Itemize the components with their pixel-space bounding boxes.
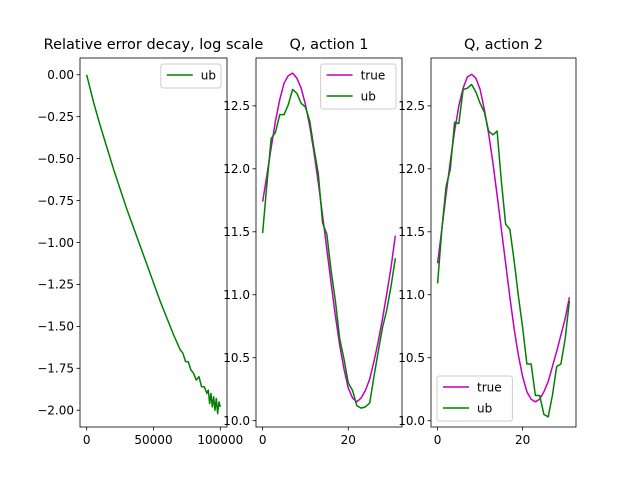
y-tick-label: 11.0 bbox=[223, 288, 250, 302]
y-tick-label: 12.5 bbox=[223, 99, 250, 113]
y-tick-label: 11.5 bbox=[398, 225, 425, 239]
series-line-ub bbox=[261, 88, 397, 409]
axes-frame bbox=[79, 57, 228, 428]
y-tick-label: 12.5 bbox=[398, 99, 425, 113]
y-tick-label: −1.00 bbox=[37, 236, 74, 250]
series-line-true bbox=[261, 72, 397, 403]
series-line-true bbox=[436, 73, 571, 403]
axes-frame bbox=[430, 57, 577, 428]
legend: ub bbox=[160, 63, 222, 89]
x-tick-label: 20 bbox=[515, 433, 530, 447]
y-tick-label: 10.5 bbox=[223, 351, 250, 365]
y-tick-label: 11.0 bbox=[398, 288, 425, 302]
chart-title: Q, action 1 bbox=[289, 37, 368, 53]
y-tick-label: 10.0 bbox=[223, 414, 250, 428]
chart-panel-1: Relative error decay, log scale 0 50000 100… bbox=[37, 37, 263, 447]
axes-frame bbox=[255, 57, 403, 428]
x-tick-label: 20 bbox=[341, 433, 356, 447]
x-tick-label: 0 bbox=[83, 433, 91, 447]
x-tick-label: 0 bbox=[259, 433, 267, 447]
x-tick-label: 0 bbox=[434, 433, 442, 447]
y-tick-label: −1.50 bbox=[37, 320, 74, 334]
legend-label: true bbox=[477, 380, 502, 394]
chart-title: Q, action 2 bbox=[464, 37, 543, 53]
series-line-ub bbox=[436, 83, 571, 418]
legend-label: true bbox=[361, 68, 386, 82]
legend-label: ub bbox=[201, 68, 216, 82]
legend-box bbox=[160, 63, 222, 89]
y-tick-label: −1.25 bbox=[37, 278, 74, 292]
y-tick-label: −2.00 bbox=[37, 404, 74, 418]
y-tick-label: 0.00 bbox=[47, 68, 74, 82]
y-tick-label: −1.75 bbox=[37, 362, 74, 376]
y-tick-label: −0.75 bbox=[37, 194, 74, 208]
chart-panel-3: Q, action 2 0 20 10.0 10.5 11.0 11.5 12.0 12.5 tr… bbox=[398, 37, 577, 447]
y-tick-label: 12.0 bbox=[398, 162, 425, 176]
y-tick-label: −0.25 bbox=[37, 110, 74, 124]
legend: true ub bbox=[436, 375, 513, 422]
y-tick-label: 12.0 bbox=[223, 162, 250, 176]
y-tick-label: −0.50 bbox=[37, 152, 74, 166]
y-tick-label: 10.5 bbox=[398, 351, 425, 365]
x-tick-label: 100000 bbox=[197, 433, 243, 447]
x-tick-label: 50000 bbox=[134, 433, 172, 447]
chart-panel-2: Q, action 1 0 20 10.0 10.5 11.0 11.5 12.0 12.5 tr… bbox=[223, 37, 403, 447]
legend-label: ub bbox=[477, 401, 492, 415]
y-tick-label: 10.0 bbox=[398, 414, 425, 428]
y-tick-label: 11.5 bbox=[223, 225, 250, 239]
series-line-ub bbox=[85, 74, 222, 415]
legend-label: ub bbox=[361, 89, 376, 103]
legend: true ub bbox=[320, 63, 397, 110]
chart-title: Relative error decay, log scale bbox=[44, 37, 264, 53]
